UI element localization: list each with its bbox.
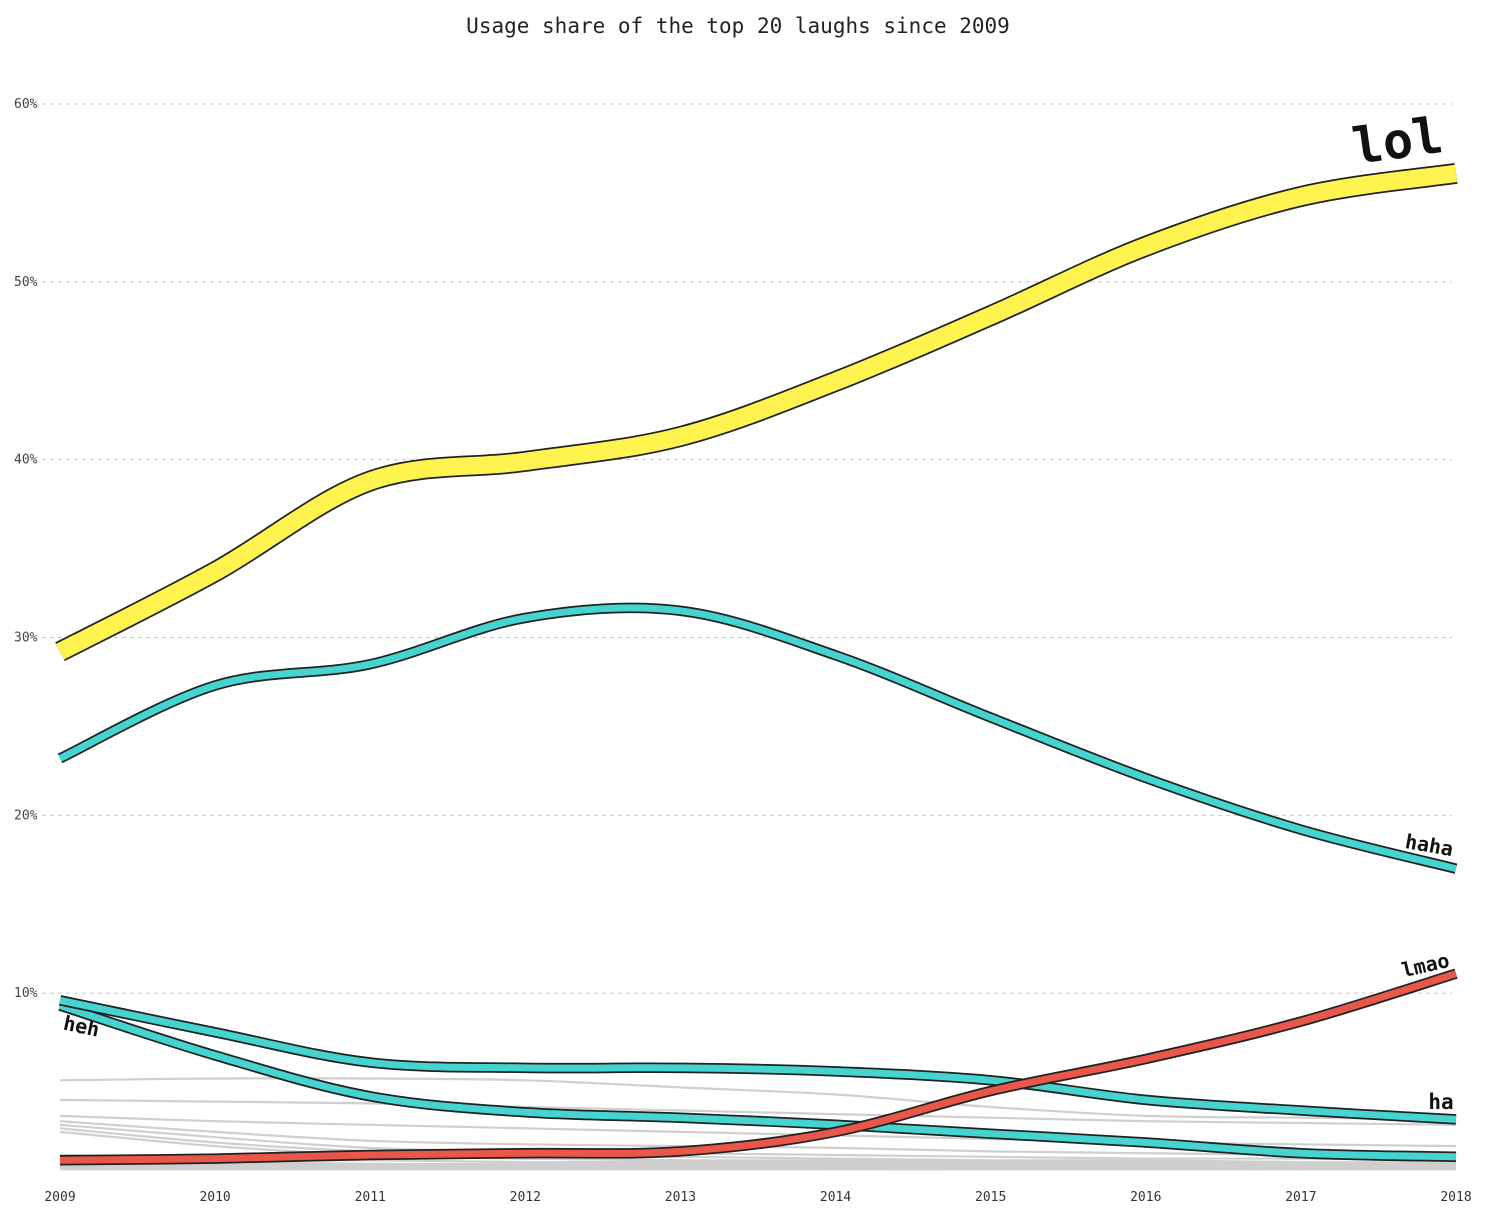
x-tick-label: 2013: [665, 1190, 696, 1205]
x-tick-label: 2014: [820, 1190, 851, 1205]
series-label-lol: lol: [1349, 106, 1447, 176]
y-tick-label: 10%: [14, 986, 38, 1001]
x-tick-label: 2018: [1440, 1190, 1471, 1205]
x-axis: 2009 2010 2011 2012 2013 2014 2015 2016 2017 2018: [44, 1190, 1471, 1205]
series-lmao-line: [59, 970, 1458, 1164]
y-tick-label: 40%: [14, 453, 38, 468]
y-axis: 10% 20% 30% 40% 50% 60%: [14, 97, 38, 1001]
y-tick-label: 20%: [14, 808, 38, 823]
x-tick-label: 2015: [975, 1190, 1006, 1205]
series-ha-line: [59, 996, 1457, 1123]
x-tick-label: 2010: [199, 1190, 230, 1205]
chart-title: Usage share of the top 20 laughs since 2…: [466, 14, 1010, 38]
series-lol: [55, 163, 1458, 662]
series-ha: [58, 995, 1457, 1125]
series-haha-line: [58, 604, 1457, 873]
x-tick-label: 2011: [355, 1190, 386, 1205]
series-lmao: [59, 968, 1458, 1166]
x-tick-label: 2009: [44, 1190, 75, 1205]
y-tick-label: 50%: [14, 275, 38, 290]
background-series-line: [59, 1098, 1457, 1126]
y-tick-label: 60%: [14, 97, 38, 112]
series-label-ha: ha: [1428, 1090, 1453, 1114]
series-heh-line: [58, 1002, 1457, 1161]
series-haha: [57, 602, 1458, 874]
x-tick-label: 2017: [1285, 1190, 1316, 1205]
series-haha-outline: [57, 602, 1458, 874]
series-lol-line: [56, 164, 1458, 660]
series-heh: [58, 1000, 1457, 1163]
grid-lines: [42, 103, 1452, 994]
y-tick-label: 30%: [14, 631, 38, 646]
highlighted-series: [55, 163, 1458, 1166]
x-tick-label: 2012: [510, 1190, 541, 1205]
x-tick-label: 2016: [1130, 1190, 1161, 1205]
background-series-line: [59, 1123, 1457, 1162]
